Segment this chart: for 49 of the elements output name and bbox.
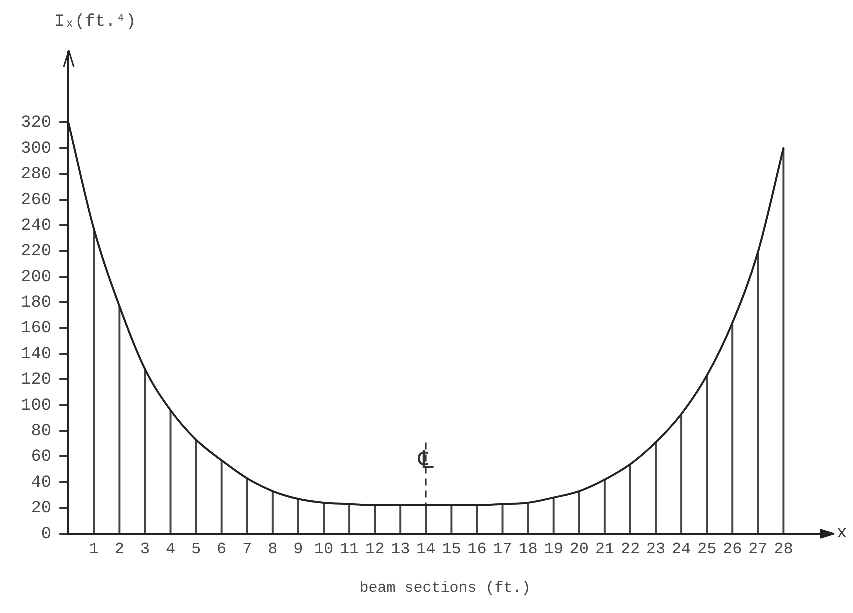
y-tick-label: 100 (20, 396, 52, 416)
x-tick-label: 5 (191, 540, 202, 559)
y-tick-label: 60 (31, 448, 52, 468)
y-tick-label: 260 (20, 191, 52, 210)
x-tick-label: 20 (570, 540, 589, 559)
x-tick-label: 8 (268, 540, 278, 559)
x-tick-label: 24 (672, 540, 692, 559)
x-tick-label: 16 (468, 540, 487, 559)
x-tick-label: 18 (518, 540, 538, 559)
y-tick-label: 280 (20, 166, 52, 185)
x-tick-label: 13 (391, 540, 410, 559)
y-tick-label: 320 (20, 114, 52, 134)
x-tick-label: 21 (595, 540, 615, 559)
x-tick-label: 6 (217, 540, 227, 559)
x-tick-label: 27 (748, 540, 768, 559)
x-tick-label: 22 (620, 540, 640, 559)
x-tick-label: 11 (340, 540, 360, 559)
x-tick-label: 3 (140, 540, 150, 559)
x-tick-label: 10 (314, 540, 334, 559)
y-tick-label: 0 (41, 525, 52, 544)
x-tick-label: 2 (114, 540, 124, 559)
x-tick-label: 12 (365, 540, 385, 559)
x-tick-label: 14 (416, 540, 436, 559)
text: x (837, 524, 848, 544)
x-tick-label: 9 (294, 540, 304, 559)
x-axis-title: beam sections (ft.) (360, 580, 531, 597)
y-tick-label: 80 (31, 422, 52, 442)
x-tick-label: 7 (242, 540, 252, 559)
y-tick-label: 200 (20, 268, 52, 288)
y-axis-title: Iₓ(ft.⁴) (54, 13, 136, 32)
y-tick-label: 180 (20, 294, 52, 314)
y-tick-label: 140 (20, 345, 52, 364)
x-tick-label: 26 (723, 540, 742, 559)
y-tick-label: 40 (31, 474, 52, 493)
y-tick-label: 240 (20, 216, 52, 236)
x-tick-label: 4 (166, 540, 176, 559)
x-tick-label: 23 (646, 540, 666, 559)
x-tick-label: 1 (89, 540, 99, 559)
ref-line-label: ℄ (417, 446, 434, 474)
x-tick-label: 17 (493, 540, 512, 559)
x-tick-label: 19 (544, 540, 564, 559)
x-tick-label: 25 (697, 540, 717, 559)
y-tick-label: 20 (31, 500, 52, 519)
y-tick-label: 300 (20, 140, 52, 159)
x-tick-label: 15 (442, 540, 462, 559)
y-tick-label: 160 (20, 320, 52, 339)
x-tick-label: 28 (774, 540, 794, 559)
y-tick-label: 220 (20, 242, 52, 262)
y-tick-label: 120 (20, 371, 52, 390)
